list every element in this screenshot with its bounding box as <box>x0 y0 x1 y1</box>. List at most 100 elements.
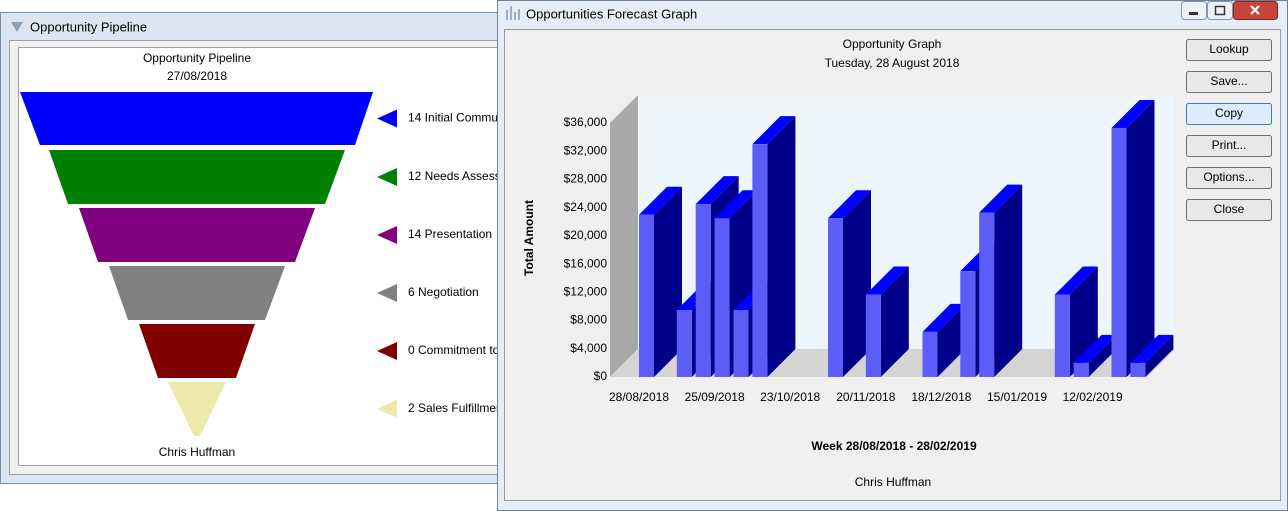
bar <box>1130 334 1174 377</box>
button[interactable]: Options... <box>1186 167 1272 189</box>
bar-front <box>1073 362 1089 377</box>
legend-marker <box>377 109 397 128</box>
legend-marker <box>377 168 397 186</box>
button[interactable]: Print... <box>1186 135 1272 157</box>
legend-label: 0 Commitment to B <box>408 343 511 357</box>
button[interactable]: Copy <box>1186 103 1272 125</box>
funnel-stage <box>168 382 226 436</box>
funnel-subtitle: 27/08/2018 <box>167 69 227 83</box>
bar-top <box>695 176 739 205</box>
bar-front <box>752 144 768 377</box>
bar-front <box>828 218 843 377</box>
bar-top <box>828 190 871 219</box>
funnel-stage <box>109 266 285 320</box>
y-tick-label: $32,000 <box>564 143 608 157</box>
button[interactable]: Save... <box>1186 71 1272 93</box>
y-tick-label: $20,000 <box>564 228 608 242</box>
bar-front <box>714 218 730 377</box>
bar-front <box>960 271 976 377</box>
plot: $0 $4,000 $8,000 $12,000 $16,000 $20,000 $24,0… <box>564 95 1175 404</box>
button-label[interactable]: Save... <box>1210 74 1247 88</box>
bar-side <box>767 116 796 378</box>
minimize-button[interactable] <box>1181 1 1207 20</box>
legend-label: 14 Presentation <box>408 227 492 241</box>
bar-side <box>843 190 871 377</box>
button-face[interactable] <box>1186 135 1272 157</box>
x-tick-label: 20/11/2018 <box>836 390 895 404</box>
bar-side <box>937 303 966 377</box>
bar-front <box>922 331 938 377</box>
bar-top <box>1073 334 1117 363</box>
maximize-button[interactable] <box>1207 1 1233 20</box>
y-tick-label: $28,000 <box>564 172 608 186</box>
bar-side <box>654 186 682 377</box>
bar-top <box>1111 99 1155 128</box>
legend-marker <box>377 342 397 360</box>
x-tick-label: 15/01/2019 <box>987 390 1047 404</box>
bar-front <box>733 309 749 377</box>
legend-marker <box>377 226 397 244</box>
button-column: Lookup Save... Copy Print... Options... Close <box>1186 39 1272 221</box>
bar-top <box>865 266 909 295</box>
button-face[interactable] <box>1186 39 1272 61</box>
x-tick-label: 25/09/2018 <box>685 390 745 404</box>
bar <box>1111 99 1155 377</box>
y-tick-label: $4,000 <box>570 341 607 355</box>
window-title: Opportunity Pipeline <box>30 19 147 34</box>
x-tick-label: 18/12/2018 <box>911 390 971 404</box>
bar <box>1073 334 1117 377</box>
forecast-window: Opportunities Forecast Graph $0 $4,000 $8,… <box>497 0 1288 511</box>
funnel: 14 Initial Commun 12 Needs Assessm 14 Pres… <box>20 92 511 436</box>
y-tick-label: $36,000 <box>564 115 608 129</box>
bar-side <box>1088 334 1117 377</box>
x-tick-label: 23/10/2018 <box>760 390 820 404</box>
legend-label: 2 Sales Fulfillmen <box>408 401 503 415</box>
bar <box>639 186 682 377</box>
x-tick-label: 28/08/2018 <box>609 390 669 404</box>
bar-top <box>752 116 796 145</box>
funnel-stage <box>49 150 345 204</box>
funnel-stage <box>20 92 373 145</box>
funnel-stage <box>79 208 315 262</box>
bar-top <box>1054 266 1098 295</box>
bar-front <box>639 214 654 377</box>
bar-front <box>695 204 711 377</box>
pipeline-window: Opportunity Pipeline Opportunity Pipelin… <box>0 12 511 484</box>
bar <box>828 190 871 377</box>
button[interactable]: Close <box>1186 199 1272 221</box>
bar-front <box>979 212 995 377</box>
y-tick-label: $12,000 <box>564 285 608 299</box>
bar-front <box>1111 127 1127 377</box>
bar-front <box>676 309 692 377</box>
button-label[interactable]: Close <box>1214 202 1245 216</box>
bar-side <box>994 184 1023 377</box>
bar-top <box>639 186 682 215</box>
button-label[interactable]: Lookup <box>1209 42 1249 56</box>
x-tick-label: 12/02/2019 <box>1063 390 1123 404</box>
bar <box>979 184 1023 377</box>
button-face[interactable] <box>1186 71 1272 93</box>
button[interactable]: Lookup <box>1186 39 1272 61</box>
button-label[interactable]: Print... <box>1212 138 1247 152</box>
bar-top <box>714 190 758 219</box>
button-face[interactable] <box>1186 103 1272 125</box>
window-icon <box>506 6 520 20</box>
bar-top <box>979 184 1023 213</box>
button-face[interactable] <box>1186 167 1272 189</box>
button-label[interactable]: Copy <box>1215 106 1243 120</box>
y-axis-label: Total Amount <box>522 200 536 276</box>
legend-label: 6 Negotiation <box>408 285 479 299</box>
chart-subtitle: Tuesday, 28 August 2018 <box>825 56 960 70</box>
close-button[interactable] <box>1233 1 1278 20</box>
bar-front <box>1054 294 1070 377</box>
legend-marker <box>377 400 397 418</box>
bar-top <box>1130 334 1174 363</box>
y-tick-label: $8,000 <box>570 313 607 327</box>
button-label[interactable]: Options... <box>1203 170 1254 184</box>
chart-footer: Chris Huffman <box>855 475 931 489</box>
chart-title: Opportunity Graph <box>843 37 942 51</box>
button-face[interactable] <box>1186 199 1272 221</box>
funnel-footer: Chris Huffman <box>159 445 235 459</box>
legend-label: 14 Initial Commun <box>408 111 505 125</box>
